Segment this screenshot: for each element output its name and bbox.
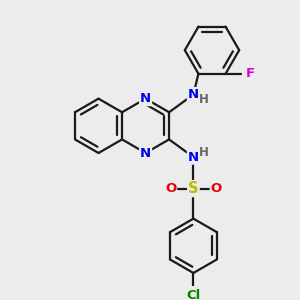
Text: S: S [188, 181, 199, 196]
Text: H: H [199, 93, 209, 106]
Text: N: N [140, 92, 151, 105]
Text: Cl: Cl [186, 289, 200, 300]
Text: N: N [188, 88, 199, 101]
Text: O: O [211, 182, 222, 195]
Text: N: N [188, 151, 199, 164]
Text: N: N [140, 146, 151, 160]
Text: F: F [246, 67, 255, 80]
Text: H: H [199, 146, 209, 158]
Text: O: O [165, 182, 176, 195]
